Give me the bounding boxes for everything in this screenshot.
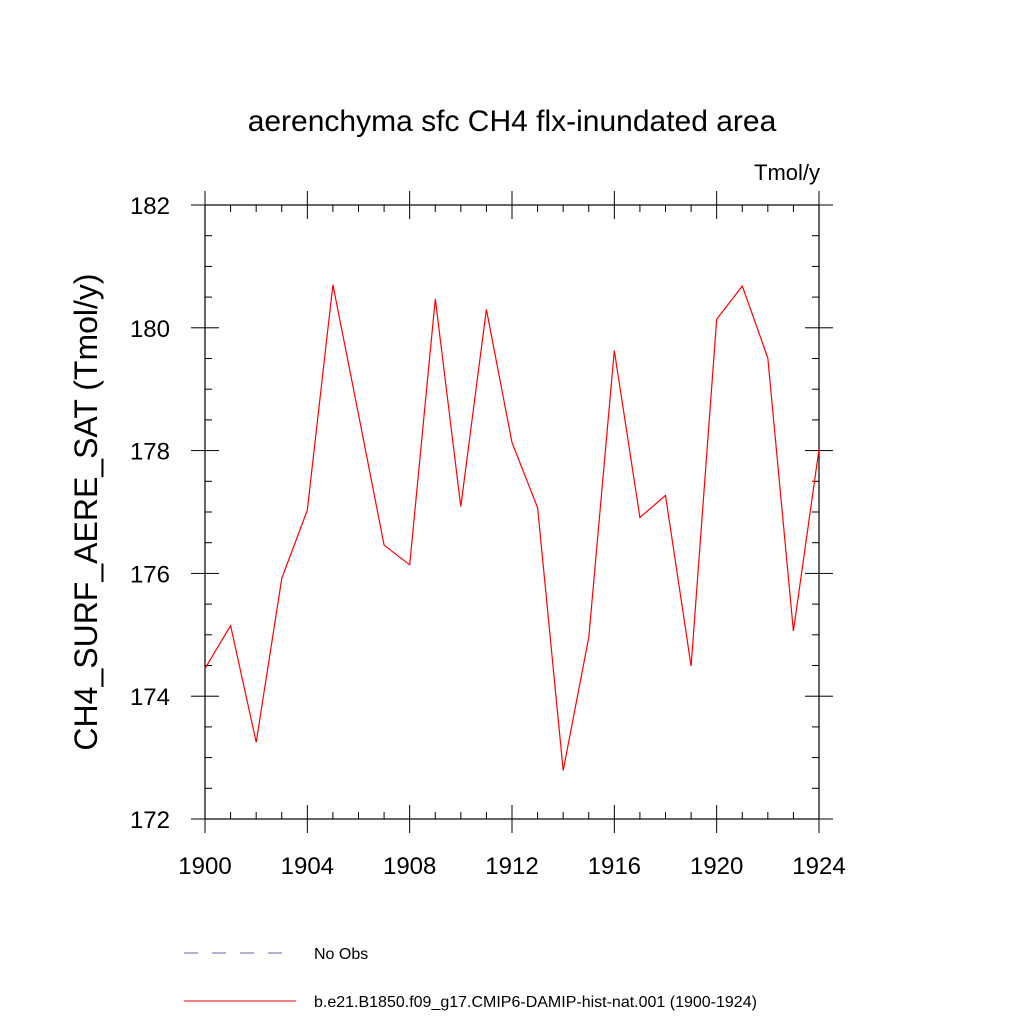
series-line [204, 284, 820, 771]
x-tick-label: 1908 [383, 853, 436, 880]
axis-ticks [191, 191, 833, 833]
legend: No Obs b.e21.B1850.f09_g17.CMIP6-DAMIP-hi… [184, 946, 757, 1011]
series-group [204, 284, 820, 771]
y-tick-label: 182 [130, 193, 170, 220]
legend-label: No Obs [314, 946, 368, 963]
y-tick-label: 178 [130, 439, 170, 466]
x-tick-label: 1900 [178, 853, 231, 880]
x-tick-labels: 1900 1904 1908 1912 1916 1920 1924 [178, 853, 845, 880]
y-axis-label: CH4_SURF_AERE_SAT (Tmol/y) [68, 273, 104, 750]
x-tick-label: 1904 [281, 853, 334, 880]
chart-title: aerenchyma sfc CH4 flx-inundated area [248, 105, 777, 138]
x-tick-label: 1912 [485, 853, 538, 880]
y-tick-label: 180 [130, 316, 170, 343]
y-tick-label: 176 [130, 561, 170, 588]
legend-label: b.e21.B1850.f09_g17.CMIP6-DAMIP-hist-nat… [314, 994, 757, 1011]
y-tick-labels: 172 174 176 178 180 182 [130, 193, 170, 834]
x-tick-label: 1924 [792, 853, 845, 880]
y-tick-label: 174 [130, 684, 170, 711]
units-label: Tmol/y [754, 160, 820, 185]
plot-frame [204, 204, 820, 820]
x-tick-label: 1920 [690, 853, 743, 880]
y-tick-label: 172 [130, 807, 170, 834]
x-tick-label: 1916 [588, 853, 641, 880]
